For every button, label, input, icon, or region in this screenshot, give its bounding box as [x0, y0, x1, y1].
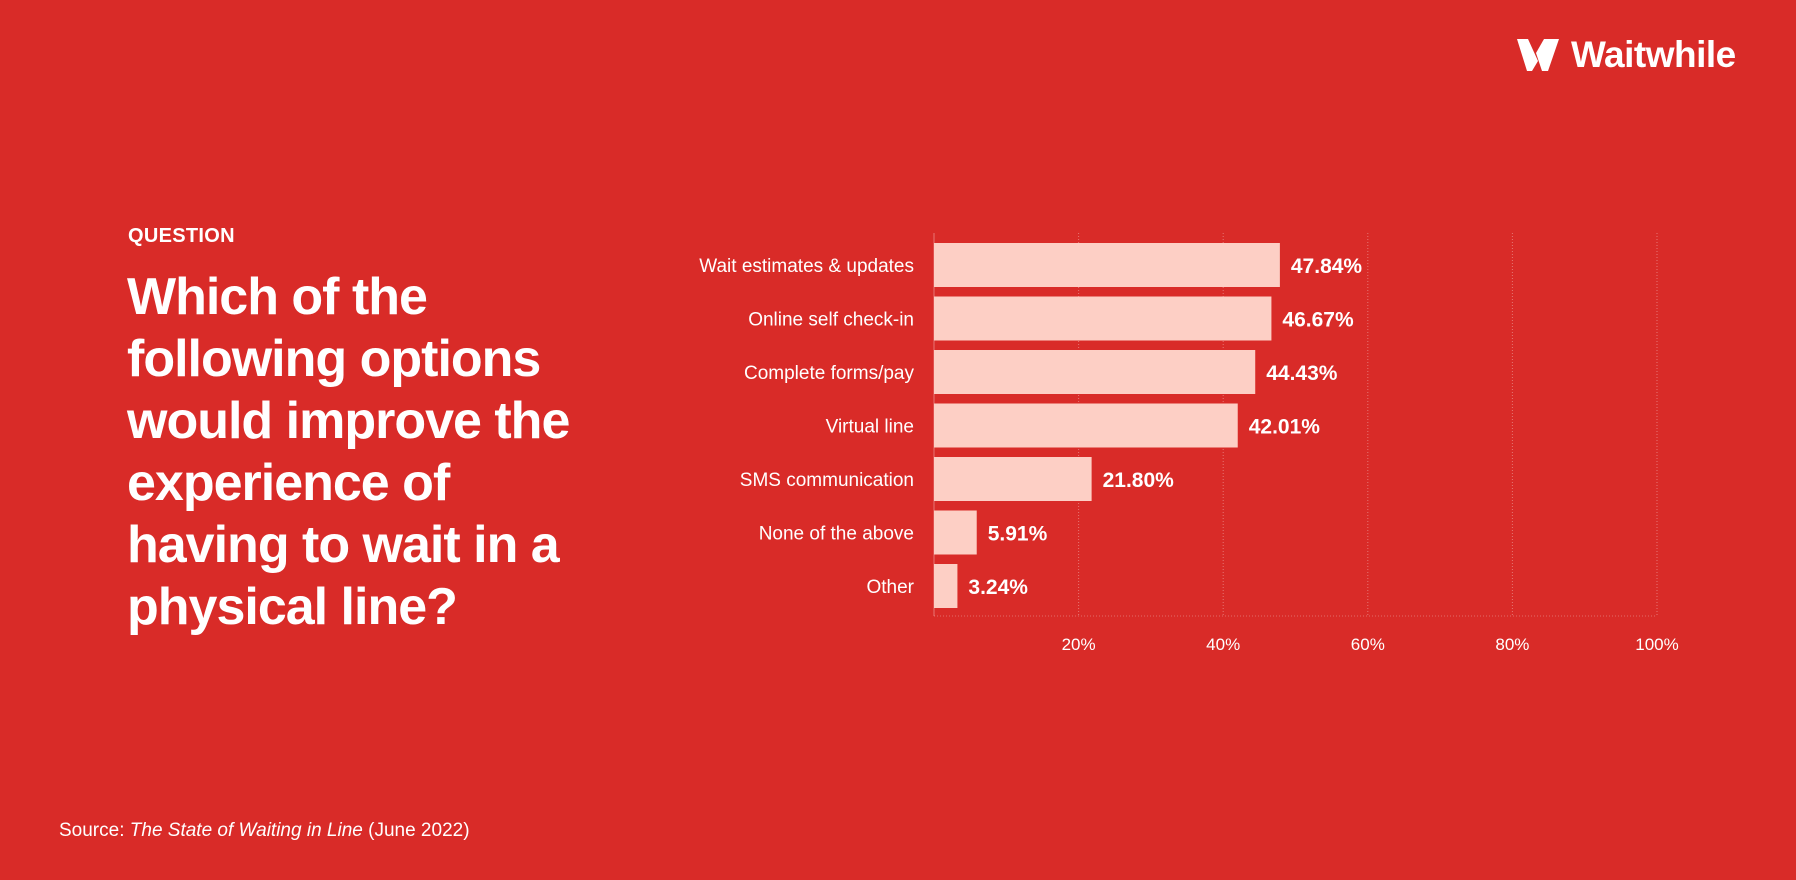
value-label: 46.67%: [1282, 309, 1354, 332]
bar: [934, 403, 1238, 448]
brand-name: Waitwhile: [1571, 34, 1736, 75]
category-label: Wait estimates & updates: [699, 256, 914, 277]
question-text: Which of the following options would imp…: [127, 268, 570, 636]
bar: [934, 243, 1280, 287]
question-label: QUESTION: [128, 225, 235, 247]
bar: [934, 296, 1272, 341]
x-tick-label: 100%: [1635, 635, 1678, 654]
value-label: 44.43%: [1266, 362, 1338, 385]
chart-bars: [934, 243, 1280, 608]
x-tick-label: 60%: [1351, 635, 1385, 654]
chart-labels: 20% 40% 60% 80% 100% Wait estimates & updates…: [699, 255, 1678, 654]
category-label: Complete forms/pay: [744, 363, 915, 384]
value-label: 3.24%: [968, 576, 1028, 599]
source-title: The State of Waiting in Line: [129, 820, 363, 841]
bar: [934, 510, 977, 555]
value-label: 47.84%: [1291, 255, 1363, 278]
bar: [934, 457, 1092, 501]
category-label: Other: [866, 577, 914, 598]
category-label: SMS communication: [740, 470, 914, 491]
source-suffix: (June 2022): [362, 820, 470, 841]
bar: [934, 564, 958, 608]
category-label: Virtual line: [826, 417, 914, 438]
x-tick-label: 20%: [1062, 635, 1096, 654]
x-tick-label: 40%: [1206, 635, 1240, 654]
x-tick-label: 80%: [1495, 635, 1529, 654]
category-label: None of the above: [759, 524, 914, 545]
value-label: 5.91%: [988, 523, 1048, 546]
source-prefix: Source:: [59, 820, 130, 841]
value-label: 42.01%: [1249, 416, 1321, 439]
category-label: Online self check-in: [748, 310, 914, 331]
source-note: Source: The State of Waiting in Line (Ju…: [59, 820, 470, 842]
value-label: 21.80%: [1103, 469, 1175, 492]
waitwhile-logo-icon: [1517, 39, 1559, 71]
bar: [934, 350, 1256, 394]
waitwhile-logo: Waitwhile: [1515, 34, 1736, 76]
